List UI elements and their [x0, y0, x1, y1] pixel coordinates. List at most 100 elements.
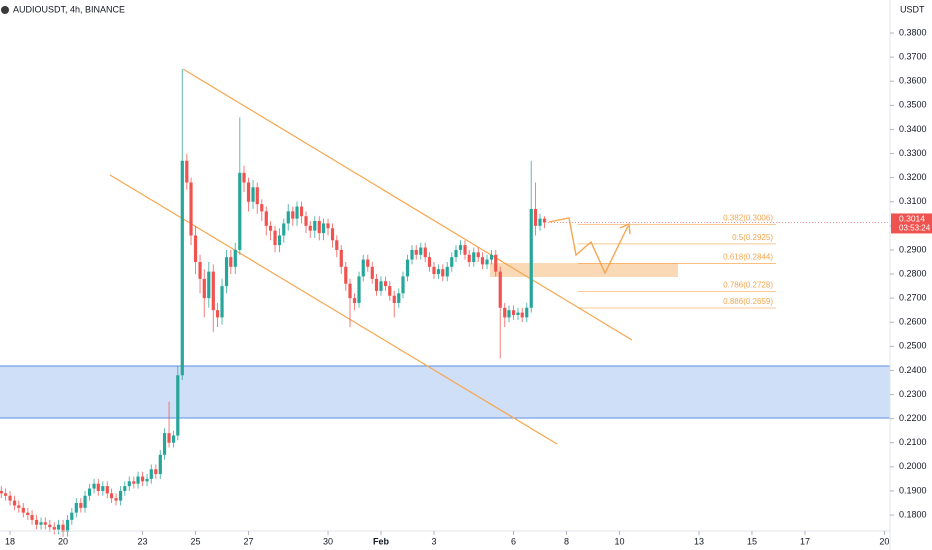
y-tick-label: 0.2300 [899, 389, 927, 399]
candle-body [136, 476, 140, 484]
candle-body [185, 160, 189, 183]
candle-body [114, 498, 118, 501]
candle-body [542, 218, 547, 223]
y-tick-label: 0.2600 [899, 317, 927, 327]
candle-body [503, 307, 507, 318]
candle-body [463, 245, 467, 255]
candle-body [295, 206, 299, 219]
candle-body [374, 278, 379, 291]
fib-group: 0.382(0.3006) 0.5(0.2925) 0.618(0.2844) 0.7… [578, 213, 776, 309]
candle-body [255, 187, 259, 205]
candle-body [56, 524, 61, 530]
x-tick-label: 25 [191, 536, 201, 546]
candle-body [282, 223, 286, 236]
candle-body [30, 515, 34, 520]
candle-body [264, 211, 268, 226]
candle-body [445, 266, 449, 277]
candle-body [8, 495, 12, 501]
candle-body [436, 269, 441, 275]
y-tick-label: 0.2400 [899, 365, 927, 375]
candle-body [224, 257, 229, 287]
candle-body [321, 223, 326, 234]
candle-body [158, 454, 162, 475]
y-tick-label: 0.1900 [899, 485, 927, 495]
x-tick-label: Feb [373, 536, 390, 546]
candle-body [26, 512, 30, 516]
symbol-icon [1, 6, 9, 14]
x-tick-label: 20 [879, 536, 889, 546]
candle-body [286, 211, 290, 224]
candle-body [366, 259, 370, 267]
candle-body [162, 433, 167, 455]
candle-body [485, 259, 489, 265]
candle-body [48, 524, 52, 528]
candle-body [379, 281, 383, 291]
support-zone [0, 366, 890, 418]
x-tick-label: 10 [614, 536, 624, 546]
candle-body [202, 278, 206, 299]
candle-body [335, 240, 339, 250]
y-tick-label: 0.3300 [899, 148, 927, 158]
candle-body [480, 257, 485, 265]
y-tick-label: 0.2700 [899, 293, 927, 303]
candle-body [489, 254, 494, 260]
candle-body [388, 286, 392, 296]
candle-body [291, 211, 295, 219]
candle-body [149, 469, 153, 479]
candle-body [260, 204, 264, 212]
y-tick-label: 0.3500 [899, 100, 927, 110]
candle-body [533, 208, 538, 226]
candle-body [494, 254, 498, 272]
candle-body [109, 493, 114, 499]
y-tick-label: 0.3700 [899, 51, 927, 61]
candle-body [207, 271, 211, 299]
channel-lower [109, 174, 558, 445]
x-tick-label: 20 [58, 536, 68, 546]
x-tick-label: 8 [564, 536, 569, 546]
candle-body [476, 252, 480, 258]
candle-body [511, 310, 516, 316]
candle-body [145, 478, 149, 482]
candle-body [410, 249, 414, 260]
candle-body [304, 216, 308, 226]
candle-body [520, 312, 524, 318]
candle-body [472, 252, 476, 262]
candle-body [423, 247, 427, 258]
candle-body [17, 505, 21, 508]
candle-body [361, 259, 365, 277]
candle-body [193, 235, 198, 262]
fib-label: 0.786(0.2728) [723, 280, 773, 289]
candle-body [0, 490, 3, 494]
candle-body [525, 307, 529, 318]
chart-title: AUDIOUSDT, 4h, BINANCE [13, 4, 125, 14]
x-tick-label: 18 [5, 536, 15, 546]
candle-body [215, 310, 220, 318]
x-tick-label: 23 [138, 536, 148, 546]
candle-body [65, 519, 70, 532]
candle-body [299, 206, 304, 217]
candle-body [397, 293, 401, 303]
candle-body [498, 271, 502, 308]
y-tick-label: 0.2100 [899, 437, 927, 447]
x-tick-label: 17 [800, 536, 810, 546]
y-tick-label: 0.3200 [899, 172, 927, 182]
y-tick-label: 0.3800 [899, 27, 927, 37]
x-tick-label: 27 [244, 536, 254, 546]
candle-body [507, 310, 511, 318]
x-tick-label: 6 [511, 536, 516, 546]
price-tag-value: 0.3014 [899, 214, 925, 224]
candle-body [450, 257, 454, 267]
candle-body [70, 512, 74, 520]
candle-body [154, 469, 158, 475]
candle-body [176, 375, 180, 436]
candle-body [268, 225, 273, 231]
candle-body [118, 490, 123, 501]
candle-body [251, 187, 255, 202]
x-tick-label: 13 [694, 536, 704, 546]
candle-body [441, 269, 445, 277]
candle-body [74, 503, 78, 513]
y-tick-label: 0.2000 [899, 461, 927, 471]
candle-body [392, 295, 396, 303]
candle-body [344, 266, 348, 284]
candle-body [229, 257, 233, 267]
